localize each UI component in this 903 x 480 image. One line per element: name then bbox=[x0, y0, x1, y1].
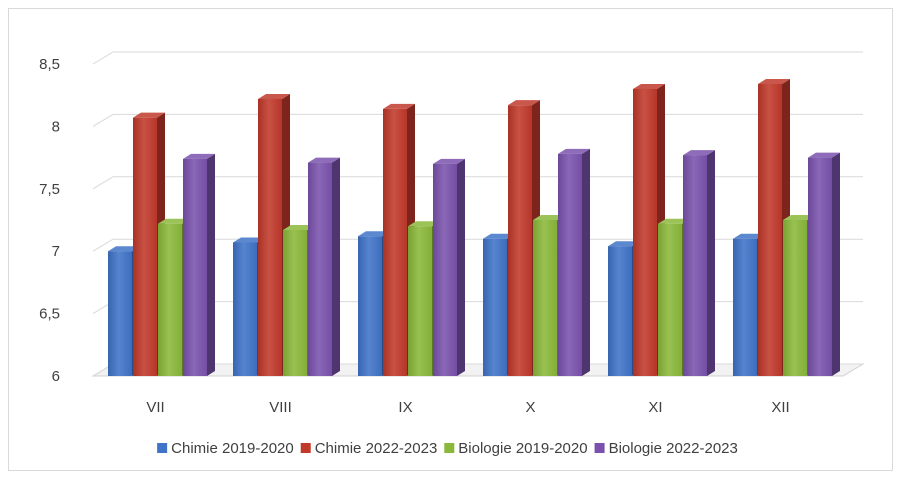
gridline bbox=[93, 114, 863, 126]
y-tick-label: 8,5 bbox=[39, 56, 60, 73]
legend-label: Chimie 2022-2023 bbox=[315, 440, 438, 457]
x-axis-ticks: VII VIII IX X XI XII bbox=[146, 399, 789, 416]
legend: Chimie 2019-2020 Chimie 2022-2023 Biologie… bbox=[157, 440, 738, 457]
x-tick-label: IX bbox=[398, 399, 412, 416]
bar-VII-3 bbox=[183, 154, 215, 376]
legend-swatch bbox=[595, 443, 605, 453]
legend-label: Chimie 2019-2020 bbox=[171, 440, 294, 457]
legend-label: Biologie 2022-2023 bbox=[609, 440, 738, 457]
y-tick-label: 6 bbox=[52, 368, 60, 385]
bar-XII-3 bbox=[808, 153, 840, 376]
legend-swatch bbox=[444, 443, 454, 453]
legend-label: Biologie 2019-2020 bbox=[458, 440, 587, 457]
y-axis-ticks: 6 6,5 7 7,5 8 8,5 bbox=[39, 56, 60, 385]
bar-IX-3 bbox=[433, 159, 465, 376]
y-tick-label: 7,5 bbox=[39, 181, 60, 198]
legend-swatch bbox=[157, 443, 167, 453]
bar-VIII-3 bbox=[308, 158, 340, 376]
legend-swatch bbox=[301, 443, 311, 453]
x-tick-label: X bbox=[525, 399, 535, 416]
bar-XI-3 bbox=[683, 150, 715, 376]
x-tick-label: XII bbox=[771, 399, 789, 416]
y-tick-label: 7 bbox=[52, 243, 60, 260]
y-tick-label: 6,5 bbox=[39, 306, 60, 323]
x-tick-label: VIII bbox=[269, 399, 292, 416]
y-tick-label: 8 bbox=[52, 118, 60, 135]
x-tick-label: VII bbox=[146, 399, 164, 416]
gridline bbox=[93, 52, 863, 64]
bars bbox=[108, 79, 840, 376]
x-tick-label: XI bbox=[648, 399, 662, 416]
bar-X-3 bbox=[558, 149, 590, 376]
